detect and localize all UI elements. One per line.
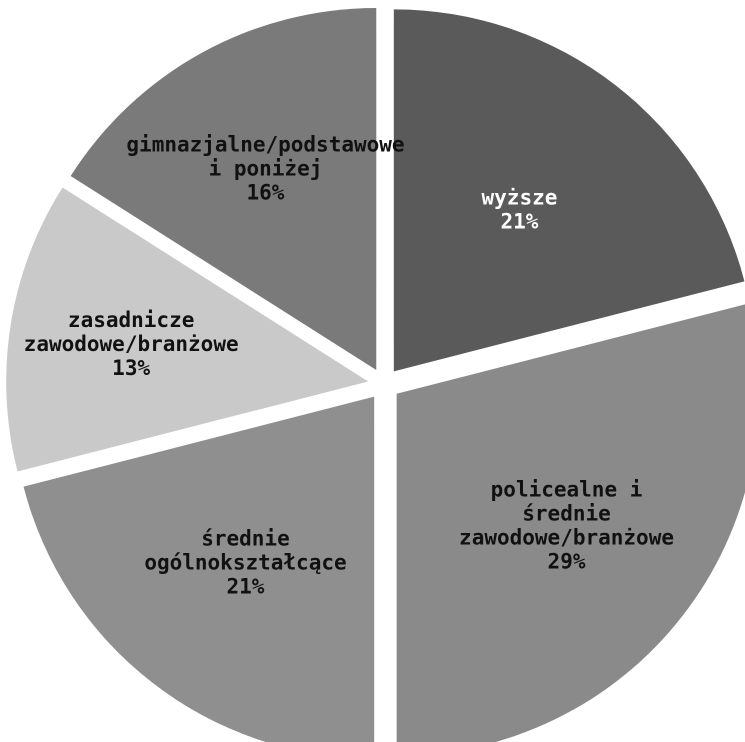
pie-slice-percent: 21% bbox=[500, 209, 538, 233]
pie-slice-0 bbox=[393, 9, 745, 372]
pie-slice-label-line: zasadnicze bbox=[68, 308, 194, 332]
pie-slice-label-line: zawodowe/branżowe bbox=[459, 526, 674, 550]
pie-slice-percent: 16% bbox=[247, 180, 285, 204]
pie-slice-label-line: średnie bbox=[201, 527, 290, 551]
pie-slice-label-4: gimnazjalne/podstawowe i poniżej 16% bbox=[126, 132, 404, 204]
pie-slice-label-1: policealne i średnie zawodowe/branżowe 29% bbox=[459, 478, 674, 574]
pie-slice-label-line: gimnazjalne/podstawowe bbox=[126, 132, 404, 156]
pie-slice-label-line: średnie bbox=[522, 502, 611, 526]
pie-slice-percent: 21% bbox=[227, 575, 265, 599]
pie-slice-label-2: średnie ogólnokształcące 21% bbox=[144, 527, 346, 599]
pie-slice-percent: 29% bbox=[548, 550, 586, 574]
pie-slice-4 bbox=[70, 7, 377, 370]
pie-slice-label-line: policealne i bbox=[491, 478, 643, 502]
pie-slice-label-line: ogólnokształcące bbox=[144, 551, 346, 575]
pie-slice-label-line: wyższe bbox=[482, 185, 558, 209]
pie-slice-label-0: wyższe 21% bbox=[482, 185, 558, 233]
pie-slice-3 bbox=[6, 187, 369, 472]
pie-slice-label-line: i poniżej bbox=[209, 156, 323, 180]
pie-slice-label-3: zasadnicze zawodowe/branżowe 13% bbox=[24, 308, 239, 380]
pie-slice-label-line: zawodowe/branżowe bbox=[24, 332, 239, 356]
pie-slice-percent: 13% bbox=[112, 356, 150, 380]
pie-slice-1 bbox=[396, 304, 745, 742]
pie-slices bbox=[6, 7, 745, 742]
pie-slice-2 bbox=[23, 396, 375, 742]
pie-labels: wyższe 21%policealne i średnie zawodowe/bra… bbox=[24, 132, 674, 598]
